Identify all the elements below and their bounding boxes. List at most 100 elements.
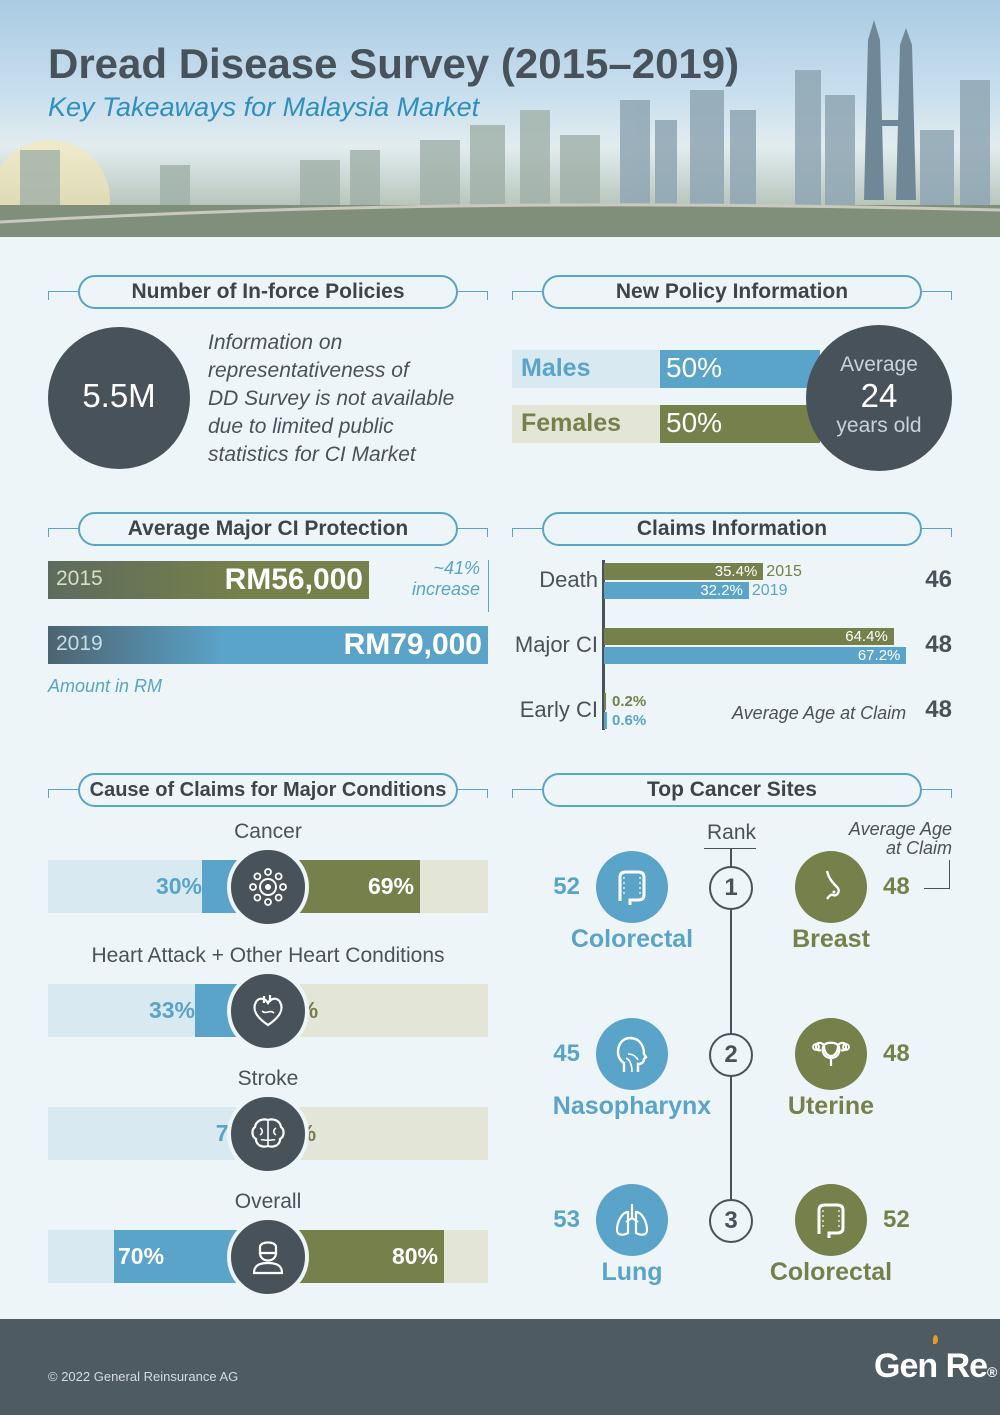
cancer-site-right: Breast — [792, 925, 870, 953]
cancer-site-left: Colorectal — [570, 925, 694, 953]
cause-value-left: 33% — [148, 997, 195, 1023]
section-header-cancer-sites: Top Cancer Sites — [512, 773, 952, 807]
section-title: New Policy Information — [542, 275, 922, 309]
males-value: 50% — [666, 352, 723, 383]
lungs-icon — [596, 1184, 668, 1256]
claims-avg-age: 48 — [925, 631, 952, 658]
cause-value-left: 30% — [155, 873, 202, 899]
average-age-value: 24 — [860, 377, 898, 414]
claims-row-label: Death — [539, 567, 598, 592]
protection-bar-2015: 2015 RM56,000 — [48, 561, 369, 599]
rank-number: 1 — [709, 866, 753, 910]
females-value: 50% — [666, 407, 723, 438]
increase-bracket — [488, 560, 489, 612]
inforce-note: Information on representativeness of DD … — [208, 331, 455, 466]
cancer-age-right: 52 — [883, 1206, 910, 1233]
inforce-value: 5.5M — [82, 377, 156, 414]
claims-value-2015: 0.2% — [612, 693, 647, 710]
claims-bar-2015 — [604, 563, 764, 580]
females-bar — [660, 405, 820, 443]
brain-icon — [227, 1093, 309, 1175]
genre-logo: Gen Re® — [874, 1347, 997, 1385]
protection-bar-2019: 2019 RM79,000 — [48, 626, 488, 664]
cancer-site-left: Nasopharynx — [552, 1092, 712, 1120]
colon-icon — [596, 851, 668, 923]
average-label: Average — [840, 353, 918, 376]
copyright: © 2022 General Reinsurance AG — [48, 1369, 239, 1384]
claims-bar-2019 — [604, 712, 607, 729]
avg-age-bracket — [949, 860, 950, 888]
logo-flame-icon — [933, 1335, 938, 1344]
section-header-inforce: Number of In-force Policies — [48, 275, 488, 309]
claims-row-label: Major CI — [514, 632, 598, 657]
females-label-bg — [512, 405, 660, 443]
avg-age-bracket-foot — [924, 888, 950, 889]
cancer-site-right: Uterine — [787, 1092, 875, 1120]
cause-label: Cancer — [234, 820, 302, 843]
claims-avg-age: 48 — [925, 696, 952, 723]
legend-2019: 2019 — [751, 582, 788, 599]
cancer-age-left: 53 — [553, 1206, 580, 1233]
cancer-cell-icon — [227, 846, 309, 928]
city-skyline-image — [0, 20, 1000, 237]
claims-row-label: Early CI — [519, 697, 598, 722]
avg-age-at-claim-label: Average Age at Claim — [732, 703, 907, 723]
section-header-causes: Cause of Claims for Major Conditions — [48, 773, 488, 807]
section-title: Number of In-force Policies — [78, 275, 458, 309]
protection-year-2019: 2019 — [56, 632, 103, 655]
cause-value-right: 80% — [391, 1243, 438, 1269]
claims-bar-2019 — [604, 647, 907, 664]
claims-avg-age: 46 — [925, 566, 952, 593]
cancer-age-right: 48 — [883, 1040, 910, 1067]
page-title: Dread Disease Survey (2015–2019) — [48, 40, 740, 87]
average-unit: years old — [836, 414, 922, 437]
cause-value-right: 69% — [367, 873, 414, 899]
claims-value-2019: 32.2% — [700, 582, 743, 599]
legend-2015: 2015 — [766, 563, 802, 580]
females-label: Females — [521, 409, 622, 437]
cause-value-left: 70% — [118, 1243, 165, 1269]
cancer-site-left: Lung — [601, 1258, 663, 1286]
avg-age-header: Average Age at Claim — [848, 819, 952, 858]
colon-icon — [795, 1184, 867, 1256]
section-header-protection: Average Major CI Protection — [48, 512, 488, 546]
header-banner: Dread Disease Survey (2015–2019) Key Tak… — [0, 0, 1000, 237]
claims-value-2015: 35.4% — [714, 563, 758, 580]
section-title: Average Major CI Protection — [78, 512, 458, 546]
claims-value-2015: 64.4% — [845, 628, 888, 645]
cause-value-left: 7% — [48, 1120, 249, 1147]
rank-number: 3 — [709, 1199, 753, 1243]
claims-bar-2015 — [604, 693, 606, 710]
protection-amount-2015: RM56,000 — [224, 563, 363, 596]
uterus-icon — [795, 1018, 867, 1090]
males-label: Males — [521, 354, 591, 382]
males-label-bg — [512, 350, 660, 388]
head-profile-icon — [596, 1018, 668, 1090]
section-title: Claims Information — [542, 512, 922, 546]
breast-icon — [795, 851, 867, 923]
average-age-circle: Average 24 years old — [806, 325, 952, 471]
claims-bar-2015 — [604, 628, 894, 645]
section-title: Top Cancer Sites — [542, 773, 922, 807]
protection-amount-2019: RM79,000 — [343, 628, 482, 661]
cause-label: Stroke — [237, 1067, 299, 1090]
section-header-new-policy: New Policy Information — [512, 275, 952, 309]
males-bar — [660, 350, 820, 388]
footer: © 2022 General Reinsurance AG Gen Re® — [0, 1319, 1000, 1415]
cancer-age-left: 45 — [553, 1040, 580, 1067]
claims-value-2019: 0.6% — [612, 712, 647, 729]
claims-value-2019: 67.2% — [857, 647, 901, 664]
claims-axis — [602, 560, 605, 730]
inforce-circle: 5.5M — [48, 327, 190, 469]
rank-label: Rank — [707, 821, 757, 844]
increase-note: ~41% increase — [411, 558, 480, 599]
heart-icon — [227, 970, 309, 1052]
protection-year-2015: 2015 — [56, 567, 103, 590]
section-title: Cause of Claims for Major Conditions — [78, 773, 458, 807]
section-header-claims: Claims Information — [512, 512, 952, 546]
page-subtitle: Key Takeaways for Malaysia Market — [48, 92, 480, 122]
person-icon — [227, 1216, 309, 1298]
cancer-age-right: 48 — [883, 873, 910, 900]
claims-bar-2019 — [604, 582, 749, 599]
cause-label: Heart Attack + Other Heart Conditions — [91, 944, 445, 967]
